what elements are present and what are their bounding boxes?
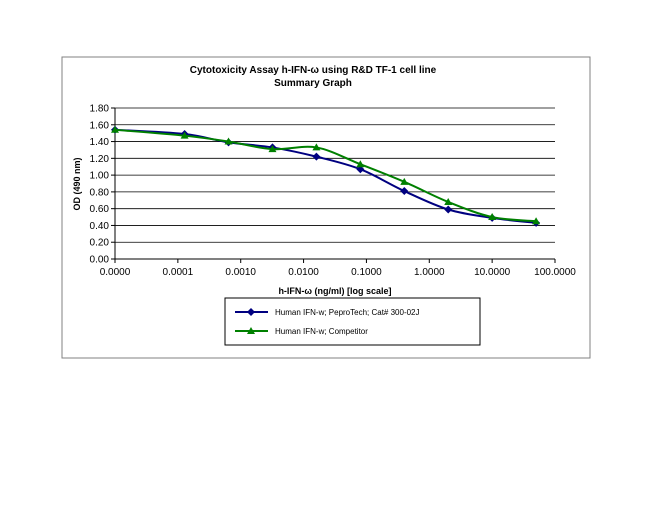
marker	[224, 137, 233, 145]
y-tick-label: 1.00	[90, 171, 110, 182]
y-tick-label: 1.20	[90, 154, 110, 165]
x-axis-title: h-IFN-ω (ng/ml) [log scale]	[278, 286, 391, 296]
marker	[247, 327, 255, 334]
marker	[111, 125, 119, 133]
chart-title: Cytotoxicity Assay h-IFN-ω using R&D TF-…	[190, 65, 437, 76]
chart-subtitle: Summary Graph	[274, 78, 352, 89]
marker	[180, 131, 189, 139]
y-tick-label: 0.80	[90, 187, 110, 198]
y-tick-label: 0.40	[90, 221, 110, 232]
y-tick-label: 1.80	[90, 104, 110, 115]
legend-box	[224, 297, 481, 346]
x-tick-label: 0.0001	[163, 267, 194, 278]
x-tick-label: 10.0000	[474, 267, 511, 278]
marker	[532, 217, 541, 225]
y-axis-title: OD (490 nm)	[72, 157, 82, 210]
marker	[488, 213, 497, 221]
marker	[356, 160, 365, 168]
legend-label: Human IFN-w; Competitor	[275, 327, 368, 336]
series-line	[114, 128, 537, 223]
marker	[444, 197, 453, 205]
y-tick-label: 1.40	[90, 137, 110, 148]
y-tick-label: 1.60	[90, 120, 110, 131]
y-tick-label: 0.60	[90, 204, 110, 215]
x-tick-label: 0.0010	[225, 267, 256, 278]
x-tick-label: 0.0100	[288, 267, 319, 278]
marker	[268, 145, 277, 153]
marker	[247, 308, 255, 316]
marker	[356, 165, 365, 174]
marker	[312, 143, 321, 151]
x-tick-label: 0.0000	[100, 267, 131, 278]
legend-label: Human IFN-w; PeproTech; Cat# 300-02J	[275, 308, 420, 317]
marker	[400, 177, 409, 185]
marker	[444, 205, 453, 214]
y-tick-label: 0.00	[90, 255, 110, 266]
x-tick-label: 1.0000	[414, 267, 445, 278]
y-tick-label: 0.20	[90, 238, 110, 249]
x-tick-label: 100.0000	[534, 267, 576, 278]
marker	[312, 152, 321, 161]
x-tick-label: 0.1000	[351, 267, 382, 278]
marker	[400, 187, 409, 196]
